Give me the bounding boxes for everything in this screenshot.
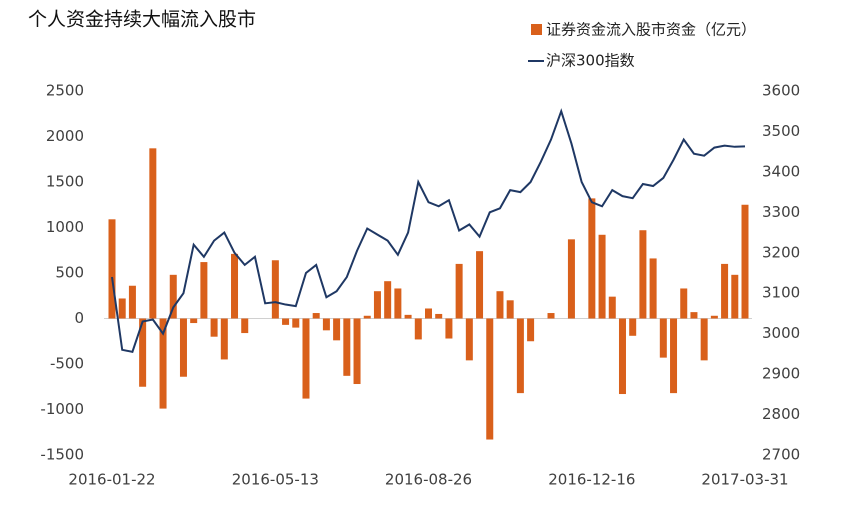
bar <box>741 204 749 319</box>
bar <box>384 281 392 319</box>
bar <box>516 318 524 394</box>
bar <box>149 148 157 319</box>
y-tick-label: -1500 <box>40 446 84 464</box>
bar <box>139 318 147 387</box>
bar <box>302 318 310 399</box>
bar <box>486 318 494 440</box>
y-tick-label: 1500 <box>46 173 84 191</box>
bar <box>128 285 136 319</box>
bar <box>282 318 290 325</box>
y-tick-label: 1000 <box>46 218 84 236</box>
bar <box>118 298 126 319</box>
y2-tick-label: 2800 <box>762 405 800 423</box>
bar <box>700 318 708 361</box>
bar <box>680 288 688 319</box>
bar <box>169 274 177 319</box>
y2-tick-label: 2700 <box>762 446 800 464</box>
x-tick-label: 2016-01-22 <box>68 471 155 489</box>
bar <box>506 300 514 319</box>
bar <box>649 258 657 319</box>
bar <box>353 318 361 385</box>
bar <box>425 308 432 319</box>
y-tick-label: 0 <box>74 309 84 327</box>
y-tick-label: 2500 <box>46 82 84 100</box>
bar <box>271 260 279 319</box>
bar <box>373 291 381 319</box>
bar <box>394 288 402 319</box>
bar <box>200 262 208 319</box>
y2-tick-label: 3100 <box>762 284 800 302</box>
x-tick-label: 2016-08-26 <box>385 471 472 489</box>
bar <box>312 313 320 319</box>
y-tick-label: -500 <box>50 355 84 373</box>
bar <box>190 318 198 324</box>
y-tick-label: 500 <box>55 264 84 282</box>
bar <box>608 296 616 319</box>
bar <box>670 318 678 394</box>
bar <box>567 239 575 319</box>
bar <box>527 318 535 342</box>
y2-tick-label: 3400 <box>762 162 800 180</box>
bar <box>343 318 351 376</box>
bar <box>333 318 341 341</box>
bar <box>231 253 239 319</box>
bar <box>588 198 596 319</box>
y-tick-label: 2000 <box>46 127 84 145</box>
bar <box>629 318 637 336</box>
x-tick-label: 2016-12-16 <box>548 471 635 489</box>
bar <box>322 318 330 331</box>
bar <box>659 318 667 358</box>
bar <box>179 318 187 377</box>
bar <box>435 313 443 319</box>
bar <box>721 263 729 319</box>
legend-label: 证券资金流入股市资金（亿元） <box>546 21 756 39</box>
bar <box>445 318 453 339</box>
y2-tick-label: 3200 <box>762 243 800 261</box>
y2-tick-label: 3300 <box>762 203 800 221</box>
x-tick-label: 2017-03-31 <box>701 471 788 489</box>
bar <box>598 234 606 319</box>
legend-label: 沪深300指数 <box>546 52 635 70</box>
y2-tick-label: 2900 <box>762 365 800 383</box>
y2-tick-label: 3000 <box>762 324 800 342</box>
bar <box>455 263 463 319</box>
bar <box>414 318 422 340</box>
bar <box>292 318 300 328</box>
bar <box>159 318 167 409</box>
bar <box>465 318 473 361</box>
y-tick-label: -1000 <box>40 400 84 418</box>
x-tick-label: 2016-05-13 <box>232 471 319 489</box>
legend-swatch-bar <box>531 24 542 35</box>
y2-tick-label: 3500 <box>762 122 800 140</box>
bar <box>710 315 718 319</box>
bar <box>476 251 484 319</box>
bar <box>547 313 555 319</box>
bar <box>363 315 371 319</box>
bar <box>690 312 698 319</box>
bar <box>404 314 412 319</box>
bar <box>220 318 228 360</box>
bar <box>108 219 116 319</box>
bar <box>241 318 249 334</box>
chart-title: 个人资金持续大幅流入股市 <box>28 9 256 31</box>
y2-tick-label: 3600 <box>762 82 800 100</box>
bar <box>639 230 647 319</box>
bar <box>496 291 504 319</box>
bar <box>731 274 739 319</box>
bar <box>210 318 218 337</box>
line <box>111 108 746 354</box>
bar <box>618 318 626 395</box>
